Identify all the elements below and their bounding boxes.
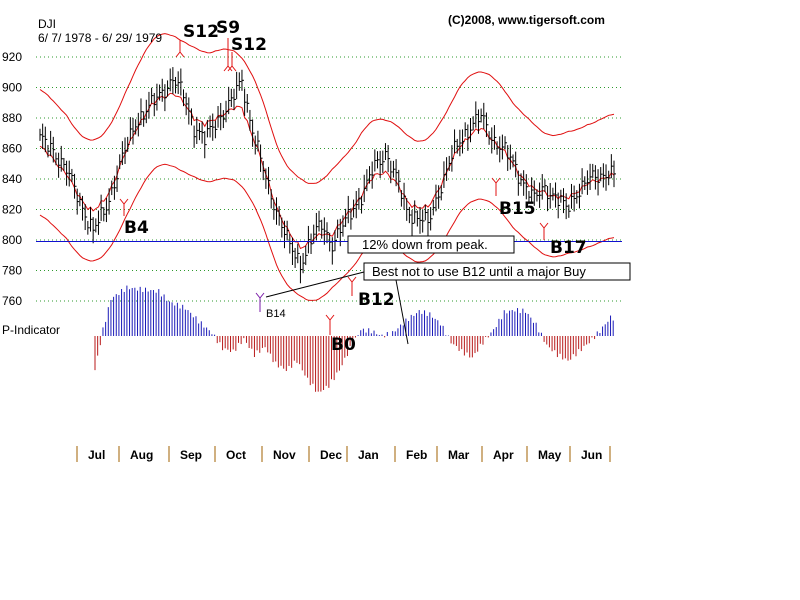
signal-s12-marker: S12 [227, 35, 267, 72]
annotation-box-1: 12% down from peak. [347, 235, 515, 254]
y-tick-label: 920 [2, 50, 22, 64]
annotation-2-text: Best not to use B12 until a major Buy [372, 264, 586, 279]
y-tick-label: 780 [2, 264, 22, 278]
y-tick-label: 900 [2, 81, 22, 95]
month-label: Sep [180, 448, 202, 462]
signal-label: B17 [550, 238, 587, 258]
annotation-pointer-line [265, 271, 365, 298]
month-label: Aug [130, 448, 153, 462]
signal-b4-marker: B4 [119, 198, 149, 238]
y-tick-label: 820 [2, 203, 22, 217]
date-range-label: 6/ 7/ 1978 - 6/ 29/ 1979 [38, 31, 162, 45]
p-indicator-label: P-Indicator [2, 323, 60, 337]
month-label: Dec [320, 448, 342, 462]
month-label: Jan [358, 448, 379, 462]
y-axis: 760 780 800 820 840 860 880 900 920 [2, 50, 22, 308]
month-label: Nov [273, 448, 296, 462]
month-label: Oct [226, 448, 246, 462]
y-tick-label: 880 [2, 111, 22, 125]
price-bands [39, 33, 615, 301]
y-tick-label: 760 [2, 294, 22, 308]
symbol-label: DJI [38, 17, 56, 31]
signal-label: S9 [216, 18, 240, 38]
signal-label: B15 [499, 199, 536, 219]
signal-s9-marker: S9 [216, 18, 240, 72]
month-label: May [538, 448, 562, 462]
signal-b14-marker: B14 [255, 292, 286, 320]
signal-b0-marker: B0 [325, 314, 356, 355]
signal-label: B14 [266, 308, 286, 320]
signal-b17-marker: B17 [539, 222, 587, 258]
signal-b12-marker: B12 [347, 276, 395, 310]
month-label: Feb [406, 448, 427, 462]
signal-arrow-head [119, 198, 129, 205]
signal-label: B0 [331, 335, 356, 355]
signal-label: S12 [183, 22, 219, 42]
annotation-box-2: Best not to use B12 until a major Buy [363, 262, 631, 281]
month-label: Apr [493, 448, 514, 462]
signal-b15-marker: B15 [491, 177, 536, 219]
signal-arrow-head [223, 65, 233, 72]
signal-arrow-head [227, 65, 237, 72]
signal-arrow-head [491, 177, 501, 184]
month-label: Jul [88, 448, 105, 462]
price-bars [39, 67, 616, 284]
signal-s12-marker: S12 [175, 22, 219, 58]
y-tick-label: 860 [2, 142, 22, 156]
y-tick-label: 800 [2, 233, 22, 247]
signal-label: S12 [231, 35, 267, 55]
y-tick-label: 840 [2, 172, 22, 186]
signal-arrow-head [255, 292, 265, 299]
lower-band-line [39, 163, 615, 301]
signal-arrow-head [325, 314, 335, 321]
signal-label: B12 [358, 290, 395, 310]
annotation-1-text: 12% down from peak. [362, 237, 488, 252]
signal-arrow-head [539, 222, 549, 229]
signal-arrow-head [175, 51, 185, 58]
month-axis: Jul Aug Sep Oct Nov Dec Jan Feb Mar Apr May Jun [76, 446, 611, 462]
signal-label: B4 [124, 218, 149, 238]
annotation-pointer-line-2 [395, 279, 409, 345]
signal-arrow-head [347, 276, 357, 283]
p-indicator-histogram [94, 285, 614, 392]
upper-band-line [39, 33, 615, 184]
month-label: Mar [448, 448, 470, 462]
month-label: Jun [581, 448, 602, 462]
copyright-label: (C)2008, www.tigersoft.com [448, 13, 605, 27]
